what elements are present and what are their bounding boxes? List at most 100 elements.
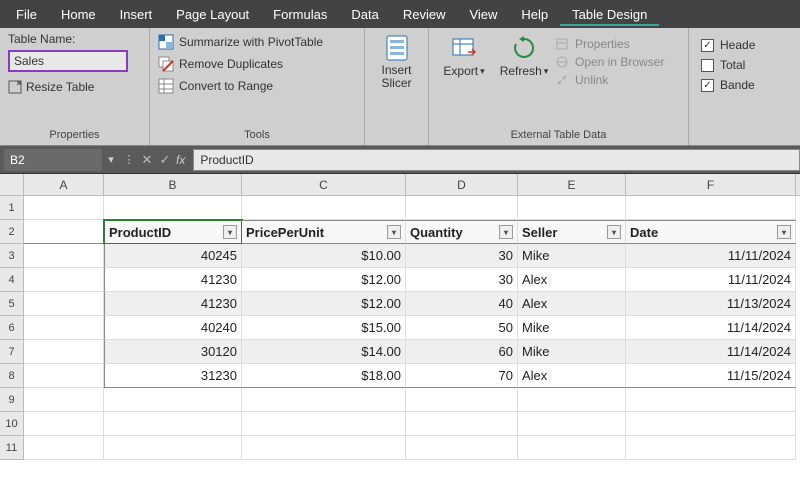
cell[interactable] <box>24 244 104 268</box>
cell[interactable]: $15.00 <box>242 316 406 340</box>
refresh-button[interactable]: Refresh▾ <box>493 32 555 80</box>
cell[interactable] <box>24 316 104 340</box>
column-header-f[interactable]: F <box>626 174 796 195</box>
tab-data[interactable]: Data <box>339 3 390 26</box>
column-header-d[interactable]: D <box>406 174 518 195</box>
table-header-cell[interactable]: PricePerUnit▾ <box>242 220 406 244</box>
filter-button[interactable]: ▾ <box>607 225 621 239</box>
cell[interactable]: 40245 <box>104 244 242 268</box>
resize-table-button[interactable]: Resize Table <box>8 80 141 94</box>
cell[interactable]: 40240 <box>104 316 242 340</box>
row-header[interactable]: 4 <box>0 268 24 292</box>
cell[interactable] <box>626 436 796 460</box>
header-row-checkbox[interactable]: ✓ Heade <box>701 38 788 52</box>
cell[interactable]: 70 <box>406 364 518 388</box>
row-header[interactable]: 11 <box>0 436 24 460</box>
cell[interactable]: 41230 <box>104 268 242 292</box>
column-header-a[interactable]: A <box>24 174 104 195</box>
cell[interactable] <box>406 388 518 412</box>
cell[interactable] <box>104 196 242 220</box>
tab-view[interactable]: View <box>457 3 509 26</box>
filter-button[interactable]: ▾ <box>777 225 791 239</box>
cell[interactable]: Alex <box>518 364 626 388</box>
cell[interactable] <box>406 196 518 220</box>
table-header-cell[interactable]: Quantity▾ <box>406 220 518 244</box>
tab-table-design[interactable]: Table Design <box>560 3 659 26</box>
cell[interactable] <box>104 412 242 436</box>
enter-icon[interactable]: ✓ <box>156 152 174 168</box>
cell[interactable]: 11/15/2024 <box>626 364 796 388</box>
name-box-dropdown-icon[interactable]: ▾ <box>102 153 120 166</box>
column-header-b[interactable]: B <box>104 174 242 195</box>
fx-icon[interactable]: fx <box>174 153 193 167</box>
tab-help[interactable]: Help <box>509 3 560 26</box>
row-header[interactable]: 6 <box>0 316 24 340</box>
total-row-checkbox[interactable]: Total <box>701 58 788 72</box>
cell[interactable]: 31230 <box>104 364 242 388</box>
filter-button[interactable]: ▾ <box>223 225 237 239</box>
cell[interactable] <box>24 364 104 388</box>
tab-page-layout[interactable]: Page Layout <box>164 3 261 26</box>
cell[interactable] <box>24 292 104 316</box>
column-header-c[interactable]: C <box>242 174 406 195</box>
cell[interactable]: $10.00 <box>242 244 406 268</box>
cell[interactable] <box>24 220 104 244</box>
cell[interactable] <box>626 388 796 412</box>
cell[interactable] <box>24 388 104 412</box>
cell[interactable] <box>518 196 626 220</box>
summarize-pivot-button[interactable]: Summarize with PivotTable <box>158 32 356 52</box>
cell[interactable]: 50 <box>406 316 518 340</box>
row-header[interactable]: 9 <box>0 388 24 412</box>
formula-input[interactable] <box>193 149 800 171</box>
tab-formulas[interactable]: Formulas <box>261 3 339 26</box>
cell[interactable]: 60 <box>406 340 518 364</box>
row-header[interactable]: 2 <box>0 220 24 244</box>
cell[interactable] <box>104 388 242 412</box>
cell[interactable] <box>24 268 104 292</box>
cell[interactable]: Mike <box>518 316 626 340</box>
cell[interactable] <box>406 436 518 460</box>
tab-home[interactable]: Home <box>49 3 108 26</box>
table-header-cell[interactable]: Date▾ <box>626 220 796 244</box>
cell[interactable]: 11/11/2024 <box>626 268 796 292</box>
row-header[interactable]: 1 <box>0 196 24 220</box>
cell[interactable] <box>518 388 626 412</box>
row-header[interactable]: 5 <box>0 292 24 316</box>
select-all-corner[interactable] <box>0 174 24 195</box>
name-box[interactable]: B2 <box>4 149 102 171</box>
cell[interactable] <box>626 412 796 436</box>
filter-button[interactable]: ▾ <box>499 225 513 239</box>
row-header[interactable]: 3 <box>0 244 24 268</box>
row-header[interactable]: 7 <box>0 340 24 364</box>
cell[interactable]: $18.00 <box>242 364 406 388</box>
cell[interactable]: 11/14/2024 <box>626 316 796 340</box>
cell[interactable] <box>24 196 104 220</box>
cell[interactable] <box>242 436 406 460</box>
filter-button[interactable]: ▾ <box>387 225 401 239</box>
tab-insert[interactable]: Insert <box>108 3 165 26</box>
cell[interactable]: 11/13/2024 <box>626 292 796 316</box>
table-header-cell[interactable]: Seller▾ <box>518 220 626 244</box>
tab-file[interactable]: File <box>4 3 49 26</box>
table-header-cell[interactable]: ProductID▾ <box>104 220 242 244</box>
row-header[interactable]: 8 <box>0 364 24 388</box>
tab-review[interactable]: Review <box>391 3 458 26</box>
insert-slicer-button[interactable]: InsertSlicer <box>372 32 422 92</box>
cell[interactable]: 11/14/2024 <box>626 340 796 364</box>
row-header[interactable]: 10 <box>0 412 24 436</box>
cell[interactable] <box>24 436 104 460</box>
cell[interactable] <box>406 412 518 436</box>
cell[interactable] <box>24 412 104 436</box>
cell[interactable] <box>104 436 242 460</box>
cell[interactable]: $14.00 <box>242 340 406 364</box>
export-button[interactable]: Export▾ <box>435 32 493 80</box>
cell[interactable]: 30 <box>406 244 518 268</box>
cell[interactable] <box>242 196 406 220</box>
cell[interactable]: $12.00 <box>242 268 406 292</box>
remove-duplicates-button[interactable]: Remove Duplicates <box>158 54 356 74</box>
table-name-input[interactable] <box>8 50 128 72</box>
cell[interactable]: Mike <box>518 244 626 268</box>
banded-rows-checkbox[interactable]: ✓ Bande <box>701 78 788 92</box>
cell[interactable] <box>518 412 626 436</box>
cell[interactable]: 11/11/2024 <box>626 244 796 268</box>
